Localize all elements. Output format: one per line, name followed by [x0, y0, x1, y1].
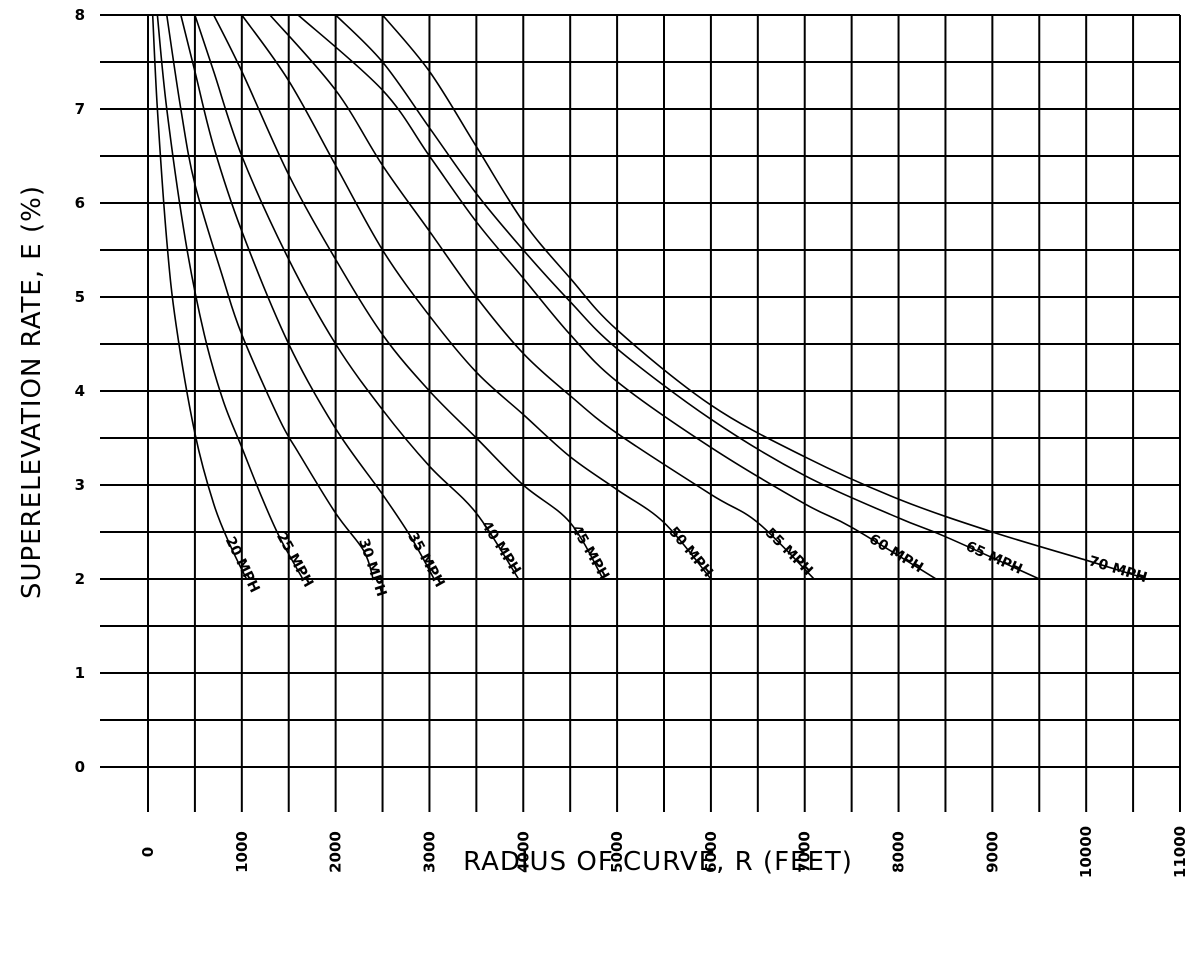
curve-65-mph: [335, 14, 1040, 580]
y-tick-label: 8: [75, 6, 85, 24]
y-tick-label: 2: [75, 570, 85, 588]
x-tick-label: 11000: [1171, 826, 1189, 878]
y-axis-title: SUPERELEVATION RATE, E (%): [17, 185, 47, 599]
x-tick-label: 7000: [796, 831, 814, 873]
x-tick-label: 1000: [233, 831, 251, 873]
y-tick-label: 4: [75, 382, 85, 400]
curve-55-mph: [269, 14, 815, 580]
curve-70-mph: [381, 14, 1148, 580]
curve-label: 65 MPH: [963, 539, 1025, 578]
curve-60-mph: [297, 14, 937, 580]
curve-label: 60 MPH: [866, 531, 926, 576]
x-tick-label: 3000: [420, 831, 438, 873]
curve-label: 40 MPH: [478, 518, 524, 577]
x-tick-label: 6000: [702, 831, 720, 873]
curves: 20 MPH 25 MPH 30 MPH 35 MPH 40 MPH 45 MPH 50 M…: [151, 14, 1149, 599]
y-tick-label: 5: [75, 288, 85, 306]
grid: [100, 14, 1181, 812]
curve-label: 35 MPH: [404, 530, 447, 590]
y-tick-label: 3: [75, 476, 85, 494]
tick-labels: 0 1 2 3 4 5 6 7 8 0 1000 2000 3000 4000 5000 6000 7000 80…: [75, 6, 1189, 878]
curve-40-mph: [194, 14, 520, 580]
x-tick-label: 5000: [608, 831, 626, 873]
curve-20-mph: [151, 14, 248, 580]
x-tick-label: 9000: [983, 831, 1001, 873]
curve-label: 30 MPH: [355, 537, 389, 599]
curve-30-mph: [165, 14, 374, 580]
x-tick-label: 0: [139, 847, 157, 857]
y-tick-label: 7: [75, 100, 85, 118]
curve-label: 70 MPH: [1087, 553, 1149, 586]
curve-50-mph: [241, 14, 712, 580]
y-tick-label: 0: [75, 758, 85, 776]
x-tick-label: 8000: [890, 831, 908, 873]
y-tick-label: 1: [75, 664, 85, 682]
x-tick-label: 4000: [514, 831, 532, 873]
curve-35-mph: [180, 14, 435, 580]
curve-label: 25 MPH: [273, 530, 316, 590]
curve-label: 55 MPH: [762, 525, 816, 579]
x-tick-label: 10000: [1077, 826, 1095, 878]
x-tick-label: 2000: [327, 831, 345, 873]
x-axis-title: RADIUS OF CURVE, R (FEET): [463, 847, 853, 877]
curve-25-mph: [156, 14, 304, 580]
y-tick-label: 6: [75, 194, 85, 212]
curve-45-mph: [212, 14, 604, 580]
